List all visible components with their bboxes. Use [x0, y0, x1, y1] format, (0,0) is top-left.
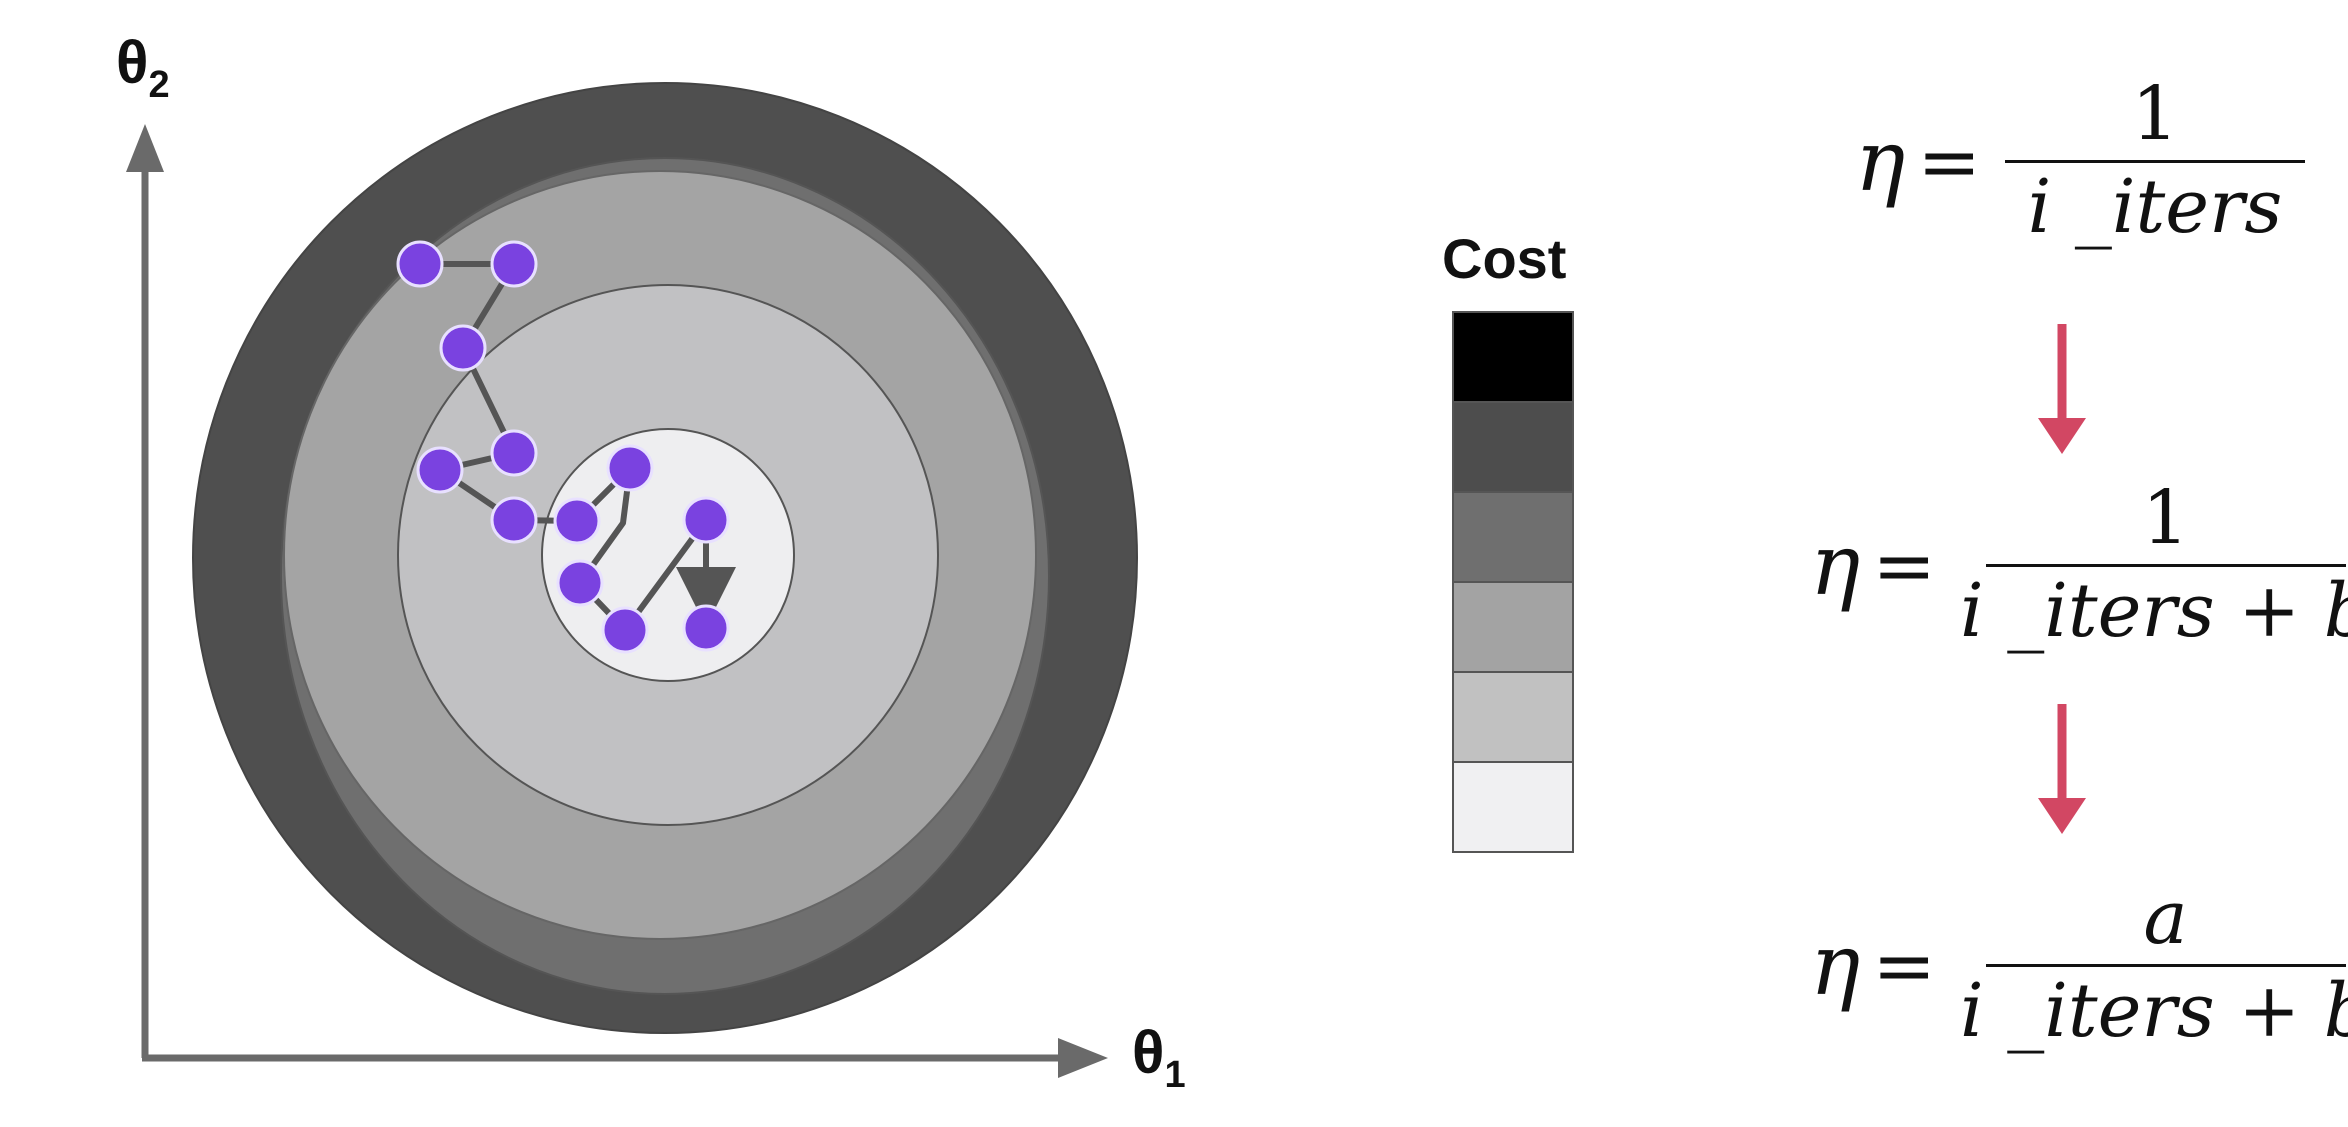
- formula-denominator: i _iters + b: [1960, 967, 2348, 1054]
- formula-numerator: 1: [2131, 71, 2179, 157]
- iteration-point: [490, 240, 538, 288]
- fraction-bar: [2005, 159, 2306, 163]
- legend-swatch-3: [1452, 491, 1574, 583]
- formula-fraction: a i _iters + b: [1960, 875, 2348, 1054]
- down-arrow-1-head: [2038, 418, 2086, 454]
- legend-swatch-2: [1452, 401, 1574, 493]
- legend-swatch-1: [1452, 311, 1574, 403]
- iteration-point: [556, 559, 604, 607]
- formula-equals: =: [1872, 520, 1937, 610]
- y-axis-arrowhead: [126, 124, 164, 172]
- iteration-point: [601, 606, 649, 654]
- iteration-point: [490, 496, 538, 544]
- iteration-point: [682, 604, 730, 652]
- x-axis-label: θ1: [1132, 1018, 1186, 1097]
- down-arrow-2-head: [2038, 798, 2086, 834]
- x-axis-symbol: θ: [1132, 1019, 1165, 1086]
- y-axis-label: θ2: [116, 28, 170, 107]
- formula-numerator: a: [2143, 875, 2188, 961]
- y-axis-symbol: θ: [116, 29, 149, 96]
- formula-equals: =: [1917, 116, 1982, 206]
- formula-denominator: i _iters + b: [1960, 567, 2348, 654]
- cost-legend: [1452, 311, 1574, 853]
- formula-1: η = 1 i _iters: [1855, 71, 2306, 250]
- formula-lhs: η: [1810, 916, 1861, 1015]
- iteration-points: [396, 240, 730, 654]
- x-axis-arrowhead: [1058, 1038, 1108, 1078]
- formula-fraction: 1 i _iters: [2005, 71, 2306, 250]
- iteration-point: [553, 497, 601, 545]
- formula-fraction: 1 i _iters + b: [1960, 475, 2348, 654]
- formula-numerator: 1: [2142, 475, 2190, 561]
- iteration-point: [682, 496, 730, 544]
- iteration-point: [439, 324, 487, 372]
- formula-lhs: η: [1855, 112, 1906, 211]
- formula-lhs: η: [1810, 516, 1861, 615]
- down-arrow-1: [2038, 324, 2086, 454]
- iteration-point: [416, 446, 464, 494]
- formula-2: η = 1 i _iters + b: [1810, 475, 2348, 654]
- iteration-point: [396, 240, 444, 288]
- contour-diagram: [126, 82, 1138, 1078]
- down-arrow-2: [2038, 704, 2086, 834]
- legend-swatch-4: [1452, 581, 1574, 673]
- contour-level-5: [541, 428, 795, 682]
- iteration-point: [606, 444, 654, 492]
- legend-title: Cost: [1442, 227, 1567, 290]
- formula-3: η = a i _iters + b: [1810, 875, 2348, 1054]
- formula-equals: =: [1872, 920, 1937, 1010]
- fraction-bar: [1985, 963, 2346, 967]
- formula-denominator: i _iters: [2027, 163, 2283, 250]
- y-axis-subscript: 2: [148, 64, 170, 106]
- x-axis-subscript: 1: [1164, 1054, 1186, 1096]
- iteration-point: [490, 429, 538, 477]
- fraction-bar: [1985, 563, 2346, 567]
- legend-swatch-5: [1452, 671, 1574, 763]
- legend-swatch-6: [1452, 761, 1574, 853]
